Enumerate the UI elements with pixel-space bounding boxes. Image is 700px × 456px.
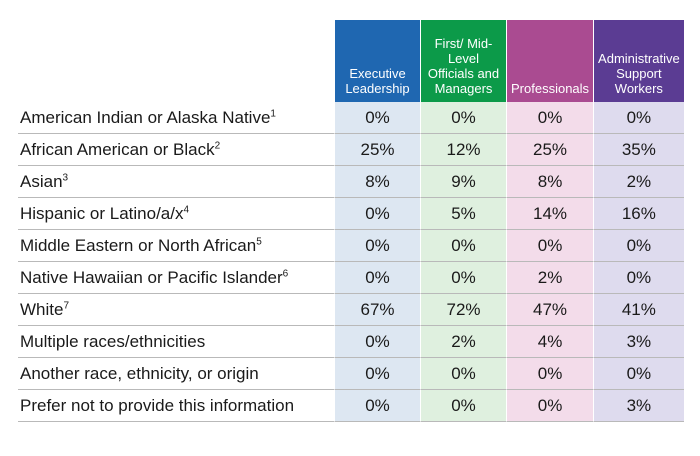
value-cell: 0% (506, 230, 594, 262)
row-label: White7 (18, 294, 334, 326)
value-cell: 2% (506, 262, 594, 294)
demographics-table: Executive Leadership First/ Mid-Level Of… (18, 20, 684, 422)
footnote-marker: 2 (214, 139, 221, 151)
value-cell: 41% (593, 294, 684, 326)
table-row: African American or Black2 25% 12% 25% 35% (18, 134, 684, 166)
row-label-text: Hispanic or Latino/a/x (20, 203, 184, 223)
value-cell: 12% (420, 134, 506, 166)
row-label: Middle Eastern or North African5 (18, 230, 334, 262)
value-cell: 0% (593, 262, 684, 294)
value-cell: 3% (593, 326, 684, 358)
col-header-managers: First/ Mid-Level Officials and Managers (420, 20, 506, 102)
footnote-marker: 6 (282, 267, 289, 279)
row-label-text: Middle Eastern or North African (20, 235, 257, 255)
row-label-text: Prefer not to provide this information (20, 395, 295, 415)
row-label-text: African American or Black (20, 139, 215, 159)
value-cell: 0% (334, 262, 420, 294)
row-label: Prefer not to provide this information (18, 390, 334, 422)
value-cell: 25% (506, 134, 594, 166)
value-cell: 0% (506, 358, 594, 390)
footnote-marker: 1 (270, 107, 276, 119)
footnote-marker: 3 (62, 171, 69, 183)
footnote-marker: 7 (63, 299, 70, 311)
table-row: Hispanic or Latino/a/x4 0% 5% 14% 16% (18, 198, 684, 230)
row-label-text: American Indian or Alaska Native (20, 107, 271, 127)
footnote-marker: 4 (183, 203, 190, 215)
row-label-text: Native Hawaiian or Pacific Islander (20, 267, 283, 287)
table-row: White7 67% 72% 47% 41% (18, 294, 684, 326)
row-label: African American or Black2 (18, 134, 334, 166)
header-row: Executive Leadership First/ Mid-Level Of… (18, 20, 684, 102)
row-label: American Indian or Alaska Native1 (18, 102, 334, 134)
value-cell: 0% (334, 198, 420, 230)
value-cell: 14% (506, 198, 594, 230)
value-cell: 35% (593, 134, 684, 166)
value-cell: 0% (334, 102, 420, 134)
table-row: American Indian or Alaska Native1 0% 0% 0% 0… (18, 102, 684, 134)
table-row: Prefer not to provide this information 0%… (18, 390, 684, 422)
header-blank (18, 20, 334, 102)
value-cell: 67% (334, 294, 420, 326)
value-cell: 47% (506, 294, 594, 326)
table-row: Asian3 8% 9% 8% 2% (18, 166, 684, 198)
row-label-text: Multiple races/ethnicities (20, 331, 206, 351)
row-label: Hispanic or Latino/a/x4 (18, 198, 334, 230)
row-label: Another race, ethnicity, or origin (18, 358, 334, 390)
value-cell: 4% (506, 326, 594, 358)
col-header-executive-leadership: Executive Leadership (334, 20, 420, 102)
value-cell: 0% (506, 102, 594, 134)
value-cell: 3% (593, 390, 684, 422)
value-cell: 0% (593, 230, 684, 262)
table-row: Another race, ethnicity, or origin 0% 0% 0%… (18, 358, 684, 390)
row-label-text: White (20, 299, 64, 319)
value-cell: 0% (420, 262, 506, 294)
value-cell: 25% (334, 134, 420, 166)
row-label: Multiple races/ethnicities (18, 326, 334, 358)
footnote-marker: 5 (256, 235, 262, 247)
value-cell: 8% (334, 166, 420, 198)
value-cell: 0% (593, 358, 684, 390)
value-cell: 0% (593, 102, 684, 134)
table-row: Native Hawaiian or Pacific Islander6 0% 0%… (18, 262, 684, 294)
value-cell: 16% (593, 198, 684, 230)
col-header-professionals: Professionals (506, 20, 594, 102)
value-cell: 8% (506, 166, 594, 198)
table-row: Multiple races/ethnicities 0% 2% 4% 3% (18, 326, 684, 358)
table-row: Middle Eastern or North African5 0% 0% 0% 0% (18, 230, 684, 262)
value-cell: 72% (420, 294, 506, 326)
value-cell: 0% (420, 358, 506, 390)
value-cell: 5% (420, 198, 506, 230)
table-body: American Indian or Alaska Native1 0% 0% 0% 0… (18, 102, 684, 422)
value-cell: 0% (420, 230, 506, 262)
row-label: Native Hawaiian or Pacific Islander6 (18, 262, 334, 294)
col-header-admin-support: Administrative Support Workers (593, 20, 684, 102)
value-cell: 0% (334, 390, 420, 422)
value-cell: 0% (420, 102, 506, 134)
value-cell: 0% (334, 358, 420, 390)
row-label: Asian3 (18, 166, 334, 198)
value-cell: 2% (420, 326, 506, 358)
value-cell: 9% (420, 166, 506, 198)
row-label-text: Asian (20, 171, 63, 191)
value-cell: 0% (334, 326, 420, 358)
value-cell: 0% (420, 390, 506, 422)
value-cell: 0% (334, 230, 420, 262)
row-label-text: Another race, ethnicity, or origin (20, 363, 259, 383)
value-cell: 0% (506, 390, 594, 422)
value-cell: 2% (593, 166, 684, 198)
